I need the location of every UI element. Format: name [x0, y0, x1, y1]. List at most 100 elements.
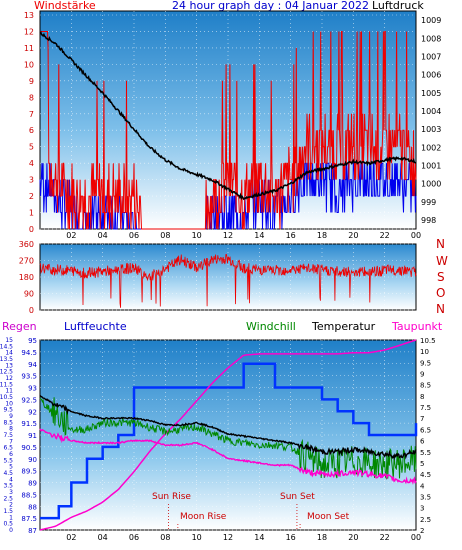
windchill-series — [39, 397, 417, 480]
pressure-tick-label: 1008 — [421, 34, 441, 43]
moon-set-label: Moon Set — [307, 512, 350, 522]
pressure-tick-label: 1006 — [421, 71, 441, 80]
legend-taupunkt: Taupunkt — [392, 320, 443, 333]
rain-tick-label: 13.5 — [0, 356, 13, 363]
compass-o: O — [436, 286, 446, 300]
humidity-tick-label: 93 — [28, 385, 37, 393]
wind-tick-label: 8 — [29, 93, 34, 102]
temperature-tick-label: 4 — [420, 482, 425, 490]
wind-series — [40, 31, 417, 230]
rain-tick-label: 0 — [9, 527, 13, 534]
wind-tick-label: 4 — [29, 159, 34, 168]
legend-regen: Regen — [2, 320, 37, 333]
sun-set-label: Sun Set — [280, 492, 315, 502]
humidity-tick-label: 89.5 — [21, 468, 37, 476]
wind-direction-series — [39, 253, 417, 308]
rain-tick-label: 6 — [9, 451, 13, 458]
rain-tick-label: 4.5 — [3, 470, 13, 477]
sun-rise-label: Sun Rise — [152, 492, 191, 502]
legend-windchill: Windchill — [246, 320, 296, 333]
temperature-series — [39, 394, 417, 461]
humidity-tick-label: 90.5 — [21, 444, 37, 452]
humidity-tick-label: 94 — [28, 361, 37, 369]
time-tick-label: 00 — [411, 231, 421, 240]
pressure-tick-label: 1001 — [421, 161, 441, 170]
temperature-tick-label: 3.5 — [420, 493, 431, 501]
rain-tick-label: 8.5 — [3, 419, 13, 426]
rain-tick-label: 15 — [5, 337, 13, 344]
wind-title: Windstärke — [34, 0, 96, 12]
rain-tick-label: 2 — [9, 502, 13, 509]
humidity-tick-label: 88 — [28, 503, 37, 511]
wind-tick-label: 11 — [24, 44, 34, 53]
rain-tick-label: 10 — [5, 400, 13, 407]
rain-tick-label: 8 — [9, 426, 13, 433]
rain-series — [39, 339, 417, 531]
temperature-tick-label: 6 — [420, 438, 425, 446]
rain-tick-label: 12.5 — [0, 369, 13, 376]
time-tick-label: 08 — [160, 231, 170, 240]
rain-tick-label: 11.5 — [0, 381, 13, 388]
rain-tick-label: 14 — [5, 350, 13, 357]
pressure-tick-label: 1005 — [421, 89, 441, 98]
legend-temperatur: Temperatur — [312, 320, 376, 333]
rain-tick-label: 5.5 — [3, 457, 13, 464]
time-tick-label: 22 — [380, 231, 390, 240]
temperature-tick-label: 3 — [420, 505, 424, 513]
time-tick-label: 18 — [317, 231, 327, 240]
humidity-tick-label: 88.5 — [21, 491, 37, 499]
rain-tick-label: 3 — [9, 489, 13, 496]
humidity-tick-label: 90 — [28, 456, 37, 464]
rain-tick-label: 12 — [5, 375, 13, 382]
wind-tick-label: 10 — [24, 60, 34, 69]
rain-tick-label: 4 — [9, 476, 13, 483]
wind-tick-label: 13 — [24, 11, 34, 20]
wind-tick-label: 0 — [29, 225, 34, 234]
temperature-tick-label: 8 — [420, 393, 424, 401]
rain-tick-label: 0.5 — [3, 521, 13, 528]
time-tick-label: 04 — [98, 231, 108, 240]
time-tick-label: 12 — [223, 231, 233, 240]
time-tick-label: 08 — [160, 533, 170, 542]
rain-tick-label: 3.5 — [3, 483, 13, 490]
time-tick-label: 10 — [192, 231, 202, 240]
humidity-tick-label: 93.5 — [21, 373, 37, 381]
dewpoint-series — [39, 428, 417, 485]
temperature-tick-label: 4.5 — [420, 471, 431, 479]
pressure-tick-label: 1003 — [421, 125, 441, 134]
wind-tick-label: 1 — [29, 209, 34, 218]
humidity-tick-label: 91.5 — [21, 420, 37, 428]
time-tick-label: 14 — [254, 533, 264, 542]
time-tick-label: 20 — [348, 231, 358, 240]
humidity-tick-label: 87 — [28, 527, 37, 535]
graph-day-title: 24 hour graph day : 04 Januar 2022 — [172, 0, 369, 12]
compass-w: W — [436, 254, 448, 268]
time-tick-label: 06 — [129, 533, 139, 542]
temperature-tick-label: 6.5 — [420, 426, 431, 434]
compass-n-bottom: N — [436, 302, 445, 316]
humidity-series — [40, 362, 418, 520]
temperature-tick-label: 8.5 — [420, 382, 431, 390]
wind-tick-label: 12 — [24, 27, 34, 36]
wind-tick-label: 6 — [29, 126, 34, 135]
rain-tick-label: 1.5 — [3, 508, 13, 515]
time-tick-label: 16 — [286, 231, 296, 240]
direction-tick-label: 270 — [19, 257, 34, 266]
pressure-title: Luftdruck — [372, 0, 424, 12]
time-tick-label: 10 — [192, 533, 202, 542]
humidity-tick-label: 92.5 — [21, 396, 37, 404]
pressure-tick-label: 999 — [421, 198, 436, 207]
temperature-tick-label: 2.5 — [420, 516, 431, 524]
humidity-tick-label: 91 — [28, 432, 37, 440]
direction-tick-label: 180 — [19, 273, 34, 282]
time-tick-label: 02 — [66, 533, 76, 542]
compass-s: S — [437, 270, 445, 284]
humidity-tick-label: 95 — [28, 337, 37, 345]
pressure-tick-label: 1002 — [421, 143, 441, 152]
rain-tick-label: 9.5 — [3, 407, 13, 414]
temperature-tick-label: 7.5 — [420, 404, 431, 412]
direction-tick-label: 90 — [24, 290, 34, 299]
rain-tick-label: 6.5 — [3, 445, 13, 452]
temperature-tick-label: 10.5 — [420, 337, 436, 345]
